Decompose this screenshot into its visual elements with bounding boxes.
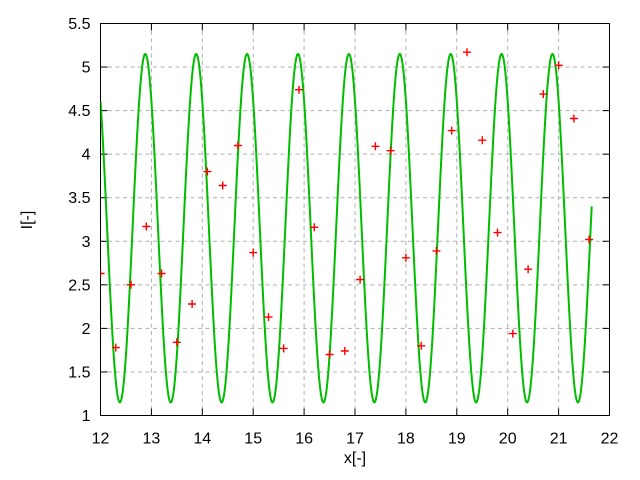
data-point-plus-marker [417,341,426,350]
data-point-plus-marker [310,223,319,232]
data-point-plus-marker [172,338,181,347]
data-point-plus-marker [508,329,517,338]
data-point-plus-marker [279,344,288,353]
x-tick-label: 22 [601,431,619,448]
x-tick-label: 17 [346,431,364,448]
data-point-plus-marker [188,300,197,308]
x-tick-label: 21 [550,431,568,448]
data-point-plus-marker [463,48,471,57]
data-point-plus-marker [157,269,166,278]
y-tick-label: 5.5 [68,16,90,33]
data-point-plus-marker [401,253,410,262]
x-tick-label: 19 [448,431,466,448]
y-tick-labels: 1 1.5 2 2.5 3 3.5 4 4.5 5 5.5 [68,16,90,425]
data-point-plus-marker [386,146,395,155]
data-point-plus-marker [142,222,151,231]
data-point-plus-marker [371,142,380,151]
y-tick-label: 3.5 [68,190,90,207]
y-tick-label: 2 [82,321,91,338]
data-point-plus-marker [478,136,487,145]
x-tick-label: 16 [295,431,313,448]
y-tick-label: 4.5 [68,103,90,120]
x-tick-label: 20 [499,431,517,448]
data-point-plus-marker [432,246,441,255]
data-point-plus-marker [218,181,227,190]
data-point-plus-marker [554,61,563,70]
x-tick-label: 15 [244,431,262,448]
x-axis-title: x[-] [343,450,367,467]
data-point-plus-marker [295,85,303,94]
data-point-plus-marker [340,347,349,355]
data-point-plus-marker [111,343,120,352]
x-tick-labels: 12 13 14 15 16 17 18 19 20 21 22 [92,431,619,448]
plot-border-and-ticks [100,23,610,416]
data-point-plus-marker [203,167,212,176]
x-tick-label: 14 [193,431,211,448]
y-tick-label: 1.5 [68,364,90,381]
data-point-plus-marker [539,90,548,99]
data-point-plus-marker [127,280,135,289]
data-point-plus-marker [569,114,578,123]
data-point-plus-marker [585,235,594,244]
x-tick-label: 18 [397,431,415,448]
data-point-plus-marker [264,313,273,322]
y-axis-title: I[-] [19,210,36,230]
y-tick-label: 3 [82,234,91,251]
y-tick-label: 2.5 [68,277,90,294]
data-point-plus-marker [249,248,258,257]
data-point-plus-marker [325,350,334,359]
x-tick-label: 13 [143,431,161,448]
data-point-plus-marker [356,275,365,284]
data-point-plus-marker [233,141,242,150]
data-point-plus-marker [524,265,533,274]
model-curve-path [100,52,593,404]
y-tick-label: 1 [82,408,91,425]
scatter-layer [100,48,594,359]
x-tick-label: 12 [92,431,110,448]
data-point-plus-marker [447,126,456,135]
y-tick-label: 4 [82,147,91,164]
data-point-plus-marker [493,228,502,237]
y-tick-label: 5 [82,60,91,77]
data-point-plus-marker [100,269,105,278]
